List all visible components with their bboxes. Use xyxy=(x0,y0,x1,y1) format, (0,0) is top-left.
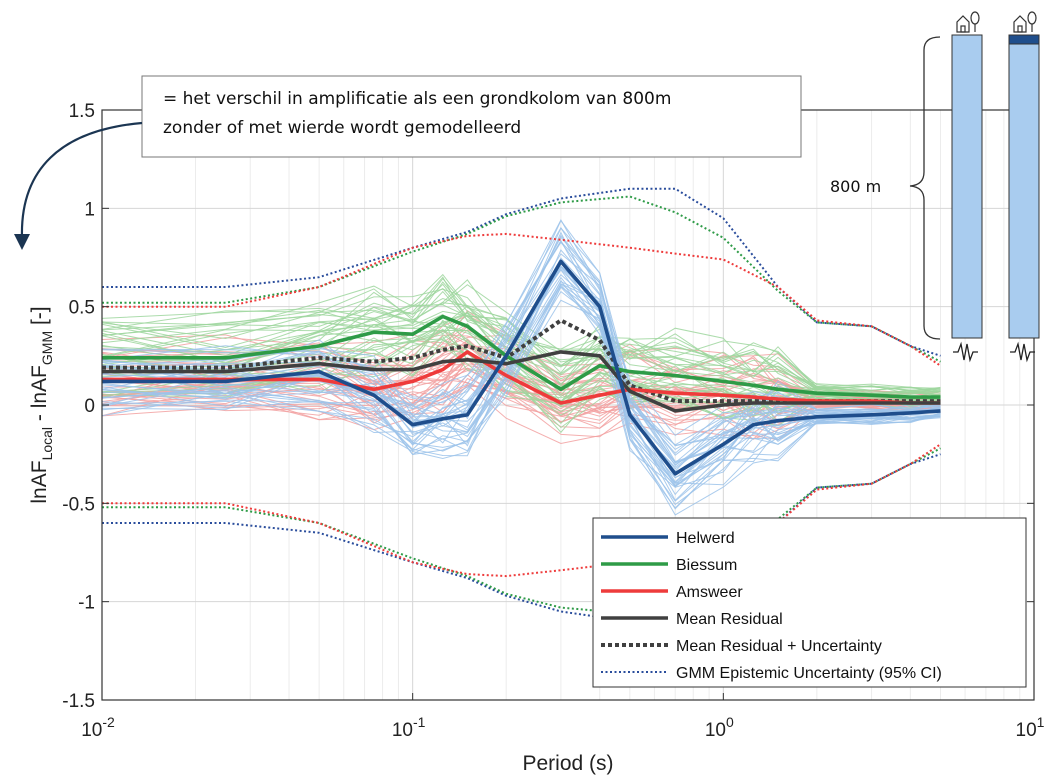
soil-columns: 800 m xyxy=(830,11,1040,363)
house-tree-icon-right xyxy=(1013,11,1037,33)
realization-line xyxy=(101,283,941,398)
legend-label: GMM Epistemic Uncertainty (95% CI) xyxy=(676,665,942,682)
legend: Helwerd Biessum Amsweer Mean Residual Mean R… xyxy=(592,517,1027,688)
input-signal-icon-right xyxy=(1010,341,1035,363)
gmm-bound-line xyxy=(102,232,942,367)
annotation-box xyxy=(141,75,802,158)
legend-label: Mean Residual + Uncertainty xyxy=(676,638,882,655)
series-line-amsweer xyxy=(102,350,941,405)
series-lines xyxy=(102,259,941,476)
realization-line xyxy=(101,284,941,502)
realization-line xyxy=(101,324,941,407)
axis-ticks: 1.5 1 0.5 0 -0.5 -1 -1.510-2 10-1 100 101 xyxy=(62,101,1044,741)
realization-line xyxy=(101,312,941,400)
y-tick-label: -1.5 xyxy=(62,691,95,712)
y-tick-label: 1.5 xyxy=(69,101,95,122)
realization-line xyxy=(101,249,941,496)
house-tree-icon-left xyxy=(956,11,980,33)
y-tick-label: 0.5 xyxy=(69,298,95,319)
annotation-line-1: = het verschil in amplificatie als een g… xyxy=(163,89,671,109)
soil-column-with-terp xyxy=(1008,34,1040,339)
series-line-helwerd xyxy=(102,259,941,476)
legend-box xyxy=(592,517,1027,688)
legend-label: Biessum xyxy=(676,557,737,574)
realization-line xyxy=(101,219,941,456)
annotation-line-2: zonder of met wierde wordt gemodelleerd xyxy=(163,118,521,138)
realization-line xyxy=(101,378,941,440)
legend-label: Helwerd xyxy=(676,530,735,547)
realization-line xyxy=(101,330,941,401)
realization-lines xyxy=(101,219,941,516)
y-tick-label: -1 xyxy=(78,593,95,614)
x-tick-label: 10-1 xyxy=(392,714,426,741)
annotation-arrowhead xyxy=(14,234,30,250)
realization-line xyxy=(101,240,941,467)
legend-label: Mean Residual xyxy=(676,611,783,628)
x-axis-label: Period (s) xyxy=(522,752,613,775)
legend-label: Amsweer xyxy=(676,584,743,601)
realization-line xyxy=(101,288,941,391)
realization-line xyxy=(101,320,941,423)
soil-column-without-terp xyxy=(951,34,983,339)
x-tick-label: 100 xyxy=(705,714,734,741)
y-axis-label: lnAFLocal - lnAFGMM [-] xyxy=(28,306,55,503)
depth-label: 800 m xyxy=(830,177,881,196)
y-tick-label: -0.5 xyxy=(62,494,95,515)
depth-bracket xyxy=(909,36,941,340)
annotation: = het verschil in amplificatie als een g… xyxy=(14,75,802,250)
y-tick-label: 1 xyxy=(84,199,95,220)
series-line-mean-residual xyxy=(102,350,941,413)
input-signal-icon-left xyxy=(953,341,978,363)
y-tick-label: 0 xyxy=(84,396,95,417)
series-line-biessum xyxy=(102,314,941,399)
annotation-arrow xyxy=(20,121,143,239)
x-tick-label: 10-2 xyxy=(81,714,115,741)
terp-layer xyxy=(1008,34,1040,45)
x-tick-label: 101 xyxy=(1016,714,1045,741)
gmm-bound-line xyxy=(102,443,942,578)
